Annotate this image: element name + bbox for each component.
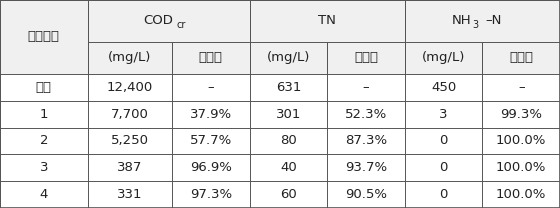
Text: (mg/L): (mg/L)	[422, 51, 465, 64]
Bar	[88, 0, 250, 42]
Bar	[88, 128, 172, 154]
Bar	[250, 128, 327, 154]
Bar	[405, 0, 560, 42]
Bar	[405, 128, 482, 154]
Text: 1: 1	[40, 108, 48, 121]
Bar	[172, 101, 250, 128]
Bar	[482, 128, 560, 154]
Bar	[172, 128, 250, 154]
Bar	[405, 154, 482, 181]
Text: 0: 0	[440, 188, 448, 201]
Bar	[0, 154, 88, 181]
Text: 301: 301	[276, 108, 301, 121]
Text: 52.3%: 52.3%	[345, 108, 387, 121]
Bar	[250, 101, 327, 128]
Text: (mg/L): (mg/L)	[267, 51, 310, 64]
Bar	[0, 128, 88, 154]
Text: 37.9%: 37.9%	[190, 108, 232, 121]
Text: 100.0%: 100.0%	[496, 134, 547, 147]
Bar	[482, 154, 560, 181]
Bar	[405, 42, 482, 74]
Text: 96.9%: 96.9%	[190, 161, 232, 174]
Text: cr: cr	[176, 20, 186, 30]
Text: 반응시간: 반응시간	[28, 30, 60, 43]
Text: 87.3%: 87.3%	[345, 134, 387, 147]
Bar	[88, 154, 172, 181]
Text: 원수: 원수	[36, 81, 52, 94]
Bar	[327, 74, 405, 101]
Text: 4: 4	[40, 188, 48, 201]
Bar	[482, 42, 560, 74]
Bar	[405, 74, 482, 101]
Text: TN: TN	[318, 14, 336, 27]
Bar	[250, 154, 327, 181]
Bar	[0, 101, 88, 128]
Bar	[172, 181, 250, 208]
Bar	[327, 181, 405, 208]
Bar	[327, 154, 405, 181]
Text: –: –	[518, 81, 525, 94]
Text: 99.3%: 99.3%	[500, 108, 542, 121]
Text: 331: 331	[117, 188, 143, 201]
Bar	[327, 101, 405, 128]
Text: NH: NH	[451, 14, 471, 27]
Bar	[172, 74, 250, 101]
Bar	[405, 181, 482, 208]
Text: 90.5%: 90.5%	[345, 188, 387, 201]
Bar	[482, 74, 560, 101]
Text: 57.7%: 57.7%	[190, 134, 232, 147]
Text: 3: 3	[440, 108, 448, 121]
Text: –: –	[208, 81, 214, 94]
Bar	[172, 42, 250, 74]
Bar	[0, 0, 88, 74]
Text: 5,250: 5,250	[111, 134, 149, 147]
Bar	[88, 101, 172, 128]
Bar	[405, 101, 482, 128]
Text: 80: 80	[280, 134, 297, 147]
Bar	[250, 0, 405, 42]
Text: 0: 0	[440, 134, 448, 147]
Bar	[88, 181, 172, 208]
Text: 0: 0	[440, 161, 448, 174]
Text: 12,400: 12,400	[107, 81, 153, 94]
Text: 93.7%: 93.7%	[345, 161, 387, 174]
Text: 450: 450	[431, 81, 456, 94]
Bar	[0, 74, 88, 101]
Bar	[88, 74, 172, 101]
Bar	[172, 154, 250, 181]
Text: 제거율: 제거율	[199, 51, 223, 64]
Bar	[250, 181, 327, 208]
Text: 387: 387	[117, 161, 143, 174]
Bar	[0, 181, 88, 208]
Text: 3: 3	[40, 161, 48, 174]
Text: 7,700: 7,700	[111, 108, 149, 121]
Bar	[250, 74, 327, 101]
Text: 60: 60	[280, 188, 297, 201]
Text: –: –	[363, 81, 370, 94]
Text: –N: –N	[486, 14, 502, 27]
Text: 제거율: 제거율	[354, 51, 378, 64]
Text: 100.0%: 100.0%	[496, 161, 547, 174]
Bar	[250, 42, 327, 74]
Bar	[88, 42, 172, 74]
Text: 631: 631	[276, 81, 301, 94]
Bar	[327, 128, 405, 154]
Bar	[482, 181, 560, 208]
Text: (mg/L): (mg/L)	[108, 51, 152, 64]
Text: 3: 3	[473, 20, 479, 30]
Text: 100.0%: 100.0%	[496, 188, 547, 201]
Text: 제거율: 제거율	[509, 51, 533, 64]
Text: 2: 2	[40, 134, 48, 147]
Bar	[327, 42, 405, 74]
Text: COD: COD	[144, 14, 174, 27]
Bar	[482, 101, 560, 128]
Text: 40: 40	[280, 161, 297, 174]
Text: 97.3%: 97.3%	[190, 188, 232, 201]
